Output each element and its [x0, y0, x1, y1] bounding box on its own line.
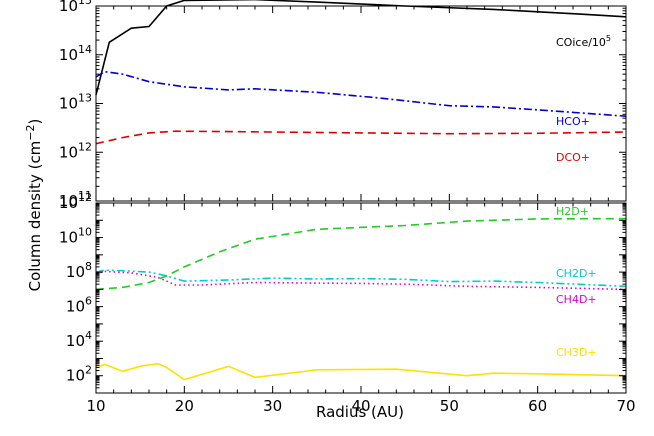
- series-line-bottom-0: [95, 217, 627, 291]
- series-label-bottom-1: CH2D+: [556, 267, 597, 280]
- series-line-bottom-1: [95, 269, 627, 288]
- y-axis-title: Column density (cm−2): [24, 119, 44, 292]
- series-line-top-1: [95, 70, 627, 117]
- series-line-bottom-3: [95, 362, 627, 381]
- y-tick-label: 108: [66, 260, 92, 281]
- y-tick-label: 1013: [59, 92, 92, 113]
- series-label-bottom-3: CH3D+: [556, 346, 597, 359]
- y-tick-label: 1010: [59, 226, 92, 247]
- y-tick-label-exp: 12: [78, 140, 92, 153]
- series-label-bottom-2: CH4D+: [556, 293, 597, 306]
- y-tick-label: 1014: [59, 43, 92, 64]
- x-tick-label: 20: [175, 397, 194, 415]
- y-tick-label-base: 10: [59, 0, 78, 15]
- x-tick-label: 70: [616, 397, 635, 415]
- y-tick-label-exp: 8: [85, 260, 92, 273]
- y-tick-label: 1012: [59, 140, 92, 161]
- series-line-top-0: [95, 0, 627, 96]
- series-label-exp: 5: [606, 34, 611, 43]
- y-axis-title-end: ): [26, 119, 44, 125]
- y-tick-label-base: 10: [59, 192, 78, 210]
- y-tick-label-exp: 15: [78, 0, 92, 7]
- y-tick-label: 104: [66, 329, 92, 350]
- y-axis-title-base: Column density (cm: [26, 141, 44, 292]
- y-tick-label-exp: 10: [78, 226, 92, 239]
- y-tick-label-exp: 4: [85, 329, 92, 342]
- y-tick-label: 1015: [59, 0, 92, 15]
- y-tick-label-base: 10: [59, 194, 78, 212]
- series-label-top-0: COice/105: [556, 34, 611, 49]
- series-line-top-2: [95, 130, 627, 145]
- y-tick-label-base: 10: [66, 298, 85, 316]
- x-tick-label: 60: [528, 397, 547, 415]
- y-tick-label-exp: 13: [78, 92, 92, 105]
- y-tick-label-base: 10: [66, 263, 85, 281]
- y-tick-label-exp: 14: [78, 43, 92, 56]
- y-tick-label-base: 10: [66, 332, 85, 350]
- y-tick-label: 106: [66, 295, 92, 316]
- y-tick-label-base: 10: [59, 229, 78, 247]
- y-tick-label-base: 10: [59, 143, 78, 161]
- y-tick-label: 1012: [59, 191, 92, 212]
- y-tick-label-exp: 12: [78, 191, 92, 204]
- y-tick-label-exp: 6: [85, 295, 92, 308]
- series-label-top-1: HCO+: [556, 115, 590, 128]
- series-label-base: COice/10: [556, 36, 606, 49]
- y-tick-label-base: 10: [59, 95, 78, 113]
- y-tick-label-base: 10: [59, 46, 78, 64]
- x-tick-label: 40: [351, 397, 370, 415]
- y-axis-title-exp: −2: [24, 124, 37, 140]
- y-tick-label: 102: [66, 364, 92, 385]
- y-tick-label-base: 10: [66, 367, 85, 385]
- x-tick-label: 30: [263, 397, 282, 415]
- y-tick-label: 1011: [59, 189, 92, 210]
- y-tick-label-exp: 11: [78, 189, 92, 202]
- x-axis-title: Radius (AU): [316, 403, 404, 421]
- panels: 10111012101310141015COice/105HCO+DCO+102…: [59, 0, 636, 415]
- series-label-top-2: DCO+: [556, 151, 590, 164]
- x-tick-label: 10: [86, 397, 105, 415]
- series-label-bottom-0: H2D+: [556, 205, 589, 218]
- x-tick-label: 50: [440, 397, 459, 415]
- y-tick-label-exp: 2: [85, 364, 92, 377]
